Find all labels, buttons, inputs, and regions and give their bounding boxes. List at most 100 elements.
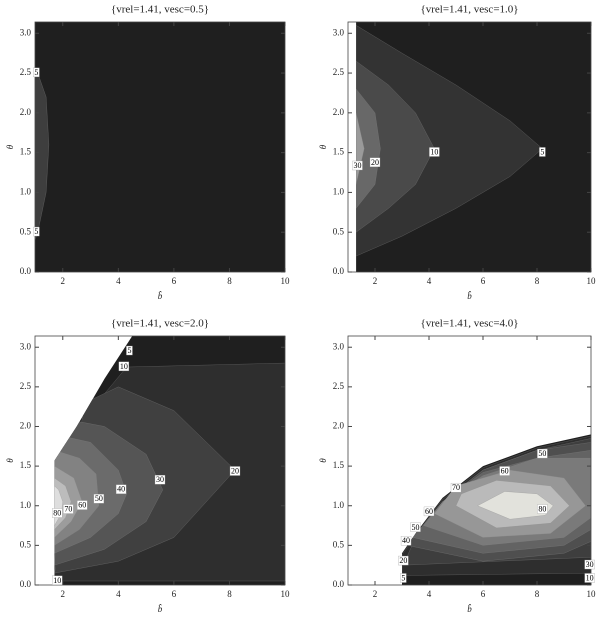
panel: 2 4 6 8 10 0.0 0.5 1.0 1.5 2.0 2.5 3.0 {vrel=1.41, v… — [318, 318, 596, 615]
plot-area — [54, 336, 285, 585]
x-tick-label: 8 — [535, 276, 540, 286]
y-tick-label: 0.5 — [333, 539, 345, 549]
x-tick-label: 4 — [427, 589, 432, 599]
contour-label-box — [154, 475, 166, 485]
contour-region — [356, 24, 543, 257]
contour-label: 60 — [425, 507, 433, 516]
y-tick-label: 1.0 — [333, 500, 345, 510]
x-tick-label: 6 — [481, 276, 486, 286]
chart-title: {vrel=1.41, vesc=2.0} — [111, 318, 209, 330]
contour-label: 5 — [401, 573, 405, 582]
x-axis-label: b̂ — [158, 603, 163, 614]
contour-label-box — [398, 555, 409, 566]
contour-label: 5 — [127, 346, 131, 355]
x-axis-label: b̂ — [158, 290, 163, 301]
contour-label: 10 — [53, 576, 61, 585]
x-axis-label: b̂ — [467, 603, 472, 614]
x-tick-label: 6 — [172, 276, 177, 286]
contour-label: 30 — [156, 475, 164, 484]
contour-label: 80 — [538, 505, 546, 514]
contour-region — [477, 491, 554, 520]
x-tick-label: 10 — [587, 276, 597, 286]
x-tick-label: 8 — [227, 589, 232, 599]
plot-area — [402, 434, 591, 585]
x-tick-label: 4 — [427, 276, 432, 286]
x-tick-label: 8 — [535, 589, 540, 599]
contour-label: 50 — [412, 523, 420, 532]
y-tick-label: 1.5 — [20, 147, 32, 157]
y-tick-label: 3.0 — [20, 341, 32, 351]
plot-frame — [347, 335, 592, 586]
contour-label: 20 — [231, 466, 239, 475]
y-tick-label: 2.0 — [333, 107, 345, 117]
x-tick-label: 10 — [281, 276, 291, 286]
contour-label-box — [93, 494, 105, 504]
y-tick-label: 1.5 — [20, 460, 32, 470]
contour-label-box — [429, 147, 440, 157]
chart-title: {vrel=1.41, vesc=4.0} — [420, 318, 518, 330]
x-tick-label: 6 — [481, 589, 486, 599]
contour-label-box — [115, 484, 127, 494]
contour-label: 10 — [120, 362, 128, 371]
contour-label-box — [400, 536, 412, 546]
y-tick-label: 2.0 — [333, 421, 345, 431]
y-tick-label: 3.0 — [333, 27, 345, 37]
chart-title: {vrel=1.41, vesc=1.0} — [420, 4, 518, 16]
contour-label: 40 — [402, 536, 410, 545]
panel: 2 4 6 8 10 0.0 0.5 1.0 1.5 2.0 2.5 3.0 {vrel=1.41, v… — [5, 4, 290, 302]
x-tick-label: 2 — [61, 589, 66, 599]
contour-label-box — [118, 361, 130, 372]
x-tick-label: 4 — [116, 276, 121, 286]
domain-region — [35, 22, 285, 272]
contour-label-box — [52, 508, 63, 518]
contour-label-box — [410, 522, 421, 532]
y-tick-label: 2.5 — [20, 67, 32, 77]
contour-label: 20 — [371, 158, 379, 167]
x-axis-label: b̂ — [467, 290, 472, 301]
y-tick-label: 0.0 — [333, 579, 345, 589]
x-tick-label: 6 — [172, 589, 177, 599]
panel: 2 4 6 8 10 0.0 0.5 1.0 1.5 2.0 2.5 3.0 {vrel=1.41, v… — [5, 318, 290, 615]
contour-label-box — [52, 575, 63, 586]
contour-label-box — [537, 504, 548, 514]
contour-levels — [402, 435, 591, 576]
y-tick-label: 1.0 — [20, 186, 32, 196]
y-tick-label: 0.5 — [20, 539, 32, 549]
contour-label: 60 — [78, 501, 86, 510]
contour-label-box — [539, 147, 546, 157]
contour-label: 5 — [540, 147, 544, 156]
contour-label: 70 — [452, 483, 460, 492]
y-tick-label: 3.0 — [20, 27, 32, 37]
y-axis-label: θ — [5, 144, 15, 149]
panel: 2 4 6 8 10 0.0 0.5 1.0 1.5 2.0 2.5 3.0 {vrel=1.41, v… — [318, 4, 596, 302]
contour-label: 10 — [586, 573, 594, 582]
contour-label-box — [584, 559, 595, 570]
x-tick-label: 8 — [227, 276, 232, 286]
y-tick-label: 2.5 — [333, 67, 345, 77]
plot-area — [35, 22, 285, 272]
contour-label: 40 — [117, 485, 125, 494]
y-tick-label: 2.5 — [20, 381, 32, 391]
x-tick-label: 2 — [373, 589, 378, 599]
contour-label-box — [33, 226, 40, 237]
contour-label-box — [423, 506, 435, 517]
y-tick-label: 0.0 — [20, 579, 32, 589]
contour-levels — [356, 24, 543, 257]
y-tick-label: 1.0 — [20, 500, 32, 510]
x-tick-label: 10 — [587, 589, 597, 599]
contour-label-box — [369, 157, 381, 167]
y-axis-label: θ — [318, 458, 328, 463]
contour-label: 20 — [399, 556, 407, 565]
y-tick-label: 1.5 — [333, 460, 345, 470]
x-tick-label: 2 — [61, 276, 66, 286]
y-tick-label: 0.5 — [333, 226, 345, 236]
x-tick-label: 4 — [116, 589, 121, 599]
contour-levels — [54, 362, 285, 582]
contour-label: 10 — [430, 147, 438, 156]
y-tick-label: 2.5 — [333, 381, 345, 391]
y-tick-label: 0.0 — [20, 266, 32, 276]
y-tick-label: 2.0 — [20, 421, 32, 431]
contour-label-box — [63, 504, 74, 514]
contour-label: 5 — [34, 68, 38, 77]
contour-region — [356, 60, 435, 233]
